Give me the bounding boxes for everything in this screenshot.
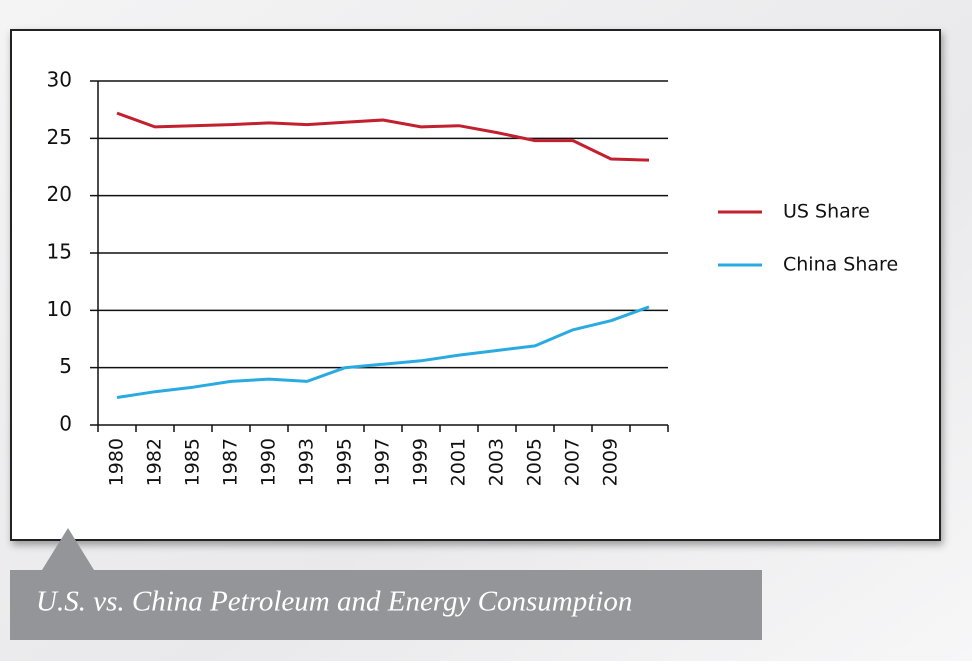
x-tick-label: 1985 [182, 438, 204, 486]
x-tick-label: 1980 [106, 438, 128, 486]
series-line [116, 305, 650, 399]
y-tick-label: 25 [47, 125, 72, 149]
y-tick-label: 5 [59, 354, 72, 378]
x-tick-label: 1990 [258, 438, 280, 486]
legend-label: US Share [783, 201, 870, 223]
legend-label: China Share [783, 254, 898, 276]
caption-pointer [42, 528, 94, 570]
y-tick-label: 0 [59, 412, 72, 436]
x-tick-label: 2005 [524, 438, 546, 486]
x-tick-label: 1993 [296, 438, 318, 486]
y-tick-label: 30 [47, 68, 72, 92]
caption-banner [10, 570, 762, 640]
x-tick-label: 1995 [334, 438, 356, 486]
y-tick-label: 20 [47, 182, 72, 206]
x-tick-label: 2001 [448, 438, 470, 486]
caption-title: U.S. vs. China Petroleum and Energy Cons… [36, 586, 632, 618]
series-line [116, 111, 650, 162]
chart-frame [10, 29, 941, 541]
x-tick-label: 1987 [220, 438, 242, 486]
x-tick-label: 1997 [372, 438, 394, 486]
x-tick-label: 1982 [144, 438, 166, 486]
x-tick-label: 1999 [410, 438, 432, 486]
x-tick-label: 2009 [600, 438, 622, 486]
y-tick-label: 10 [47, 297, 72, 321]
x-tick-label: 2003 [486, 438, 508, 486]
x-tick-label: 2007 [562, 438, 584, 486]
y-tick-label: 15 [47, 240, 72, 264]
